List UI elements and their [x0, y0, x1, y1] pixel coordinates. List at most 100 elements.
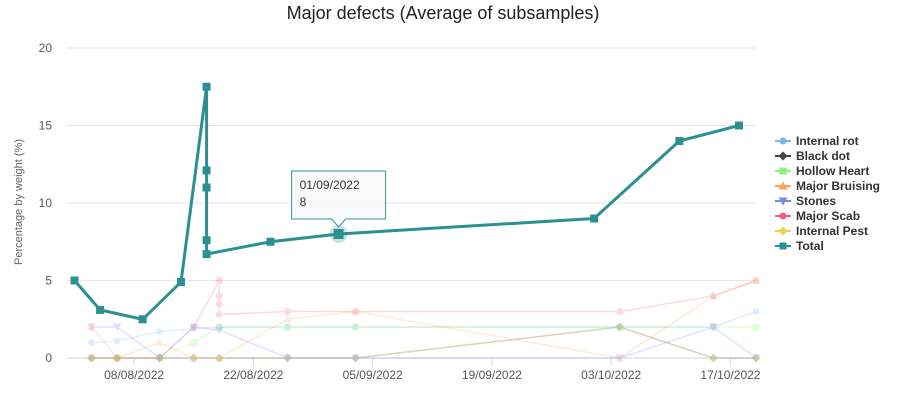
- data-point-major-scab: [215, 311, 223, 319]
- legend-item-major-scab[interactable]: Major Scab: [775, 209, 860, 223]
- data-point-stones: [155, 354, 165, 363]
- data-point-major-scab: [190, 323, 198, 331]
- series-internal-rot: [88, 308, 760, 346]
- legend-item-black-dot[interactable]: Black dot: [775, 149, 850, 163]
- data-point-internal-pest: [155, 353, 165, 363]
- legend-label: Black dot: [796, 149, 850, 163]
- hover-point: [333, 229, 344, 239]
- series-internal-pest: [87, 322, 761, 363]
- legend-item-internal-pest[interactable]: Internal Pest: [775, 224, 868, 238]
- data-point-stones: [87, 323, 97, 332]
- data-point-internal-pest: [751, 353, 761, 363]
- data-point-hollow-heart: [215, 323, 223, 331]
- legend-label: Total: [796, 239, 824, 253]
- data-point-stones: [615, 354, 625, 363]
- data-point-total: [202, 250, 211, 259]
- data-point-black-dot: [214, 353, 224, 363]
- data-point-major-scab: [113, 354, 121, 362]
- data-point-major-bruising: [155, 338, 165, 346]
- legend-symbol-internal-rot: [779, 137, 787, 145]
- data-point-internal-pest: [708, 353, 718, 363]
- data-point-black-dot: [615, 322, 625, 332]
- data-point-black-dot: [708, 353, 718, 363]
- data-point-stones: [751, 354, 761, 363]
- data-point-internal-rot: [752, 308, 760, 315]
- data-point-total: [202, 236, 211, 245]
- data-point-hollow-heart: [283, 323, 291, 331]
- data-point-major-bruising: [214, 353, 224, 362]
- legend-label: Internal rot: [796, 134, 859, 148]
- data-point-major-scab: [215, 277, 223, 284]
- data-point-hollow-heart: [113, 354, 121, 362]
- data-point-stones: [189, 323, 199, 332]
- axis-layer: 0 5 10 15 20 08/08/2022 22/08/2022 05/09/2022 19…: [39, 41, 761, 382]
- data-point-major-scab: [752, 277, 760, 284]
- data-point-internal-pest: [282, 353, 292, 363]
- legend-symbol-major-scab: [779, 212, 787, 220]
- tooltip-box: [291, 170, 387, 228]
- data-point-internal-rot: [352, 323, 360, 331]
- data-point-hollow-heart: [190, 339, 198, 346]
- legend-symbol-internal-pest: [778, 226, 788, 236]
- y-axis-label: Percentage by weight (%): [13, 139, 25, 265]
- data-point-internal-pest: [112, 353, 122, 363]
- data-point-stones: [708, 323, 718, 332]
- series-layer: [70, 82, 761, 363]
- data-point-total: [590, 214, 599, 223]
- data-point-stones: [282, 354, 292, 363]
- legend-symbol-black-dot: [778, 151, 788, 161]
- x-tick-label: 17/10/2022: [700, 368, 760, 382]
- legend-symbol-stones: [778, 197, 788, 206]
- x-tick-label: 05/09/2022: [343, 368, 403, 382]
- data-point-major-scab: [88, 354, 96, 362]
- data-point-hollow-heart: [156, 354, 164, 362]
- legend-item-internal-rot[interactable]: Internal rot: [775, 134, 859, 148]
- legend-label: Stones: [796, 194, 836, 208]
- x-tick-label: 22/08/2022: [223, 368, 283, 382]
- y-tick-label: 10: [39, 196, 53, 210]
- data-point-major-bruising: [282, 314, 292, 323]
- data-point-internal-rot: [616, 323, 624, 331]
- data-point-internal-rot: [190, 325, 198, 333]
- legend-item-hollow-heart[interactable]: Hollow Heart: [775, 164, 869, 178]
- legend-label: Hollow Heart: [796, 164, 869, 178]
- series-line-hollow-heart: [91, 326, 756, 359]
- legend-item-major-bruising[interactable]: Major Bruising: [775, 179, 880, 193]
- data-point-internal-pest: [87, 353, 97, 363]
- data-point-major-scab: [709, 292, 717, 300]
- x-tick-label: 08/08/2022: [104, 368, 164, 382]
- series-line-internal-rot: [91, 310, 757, 344]
- data-point-black-dot: [155, 353, 165, 363]
- y-tick-label: 15: [39, 119, 53, 133]
- data-point-major-bruising: [751, 276, 761, 284]
- data-point-internal-pest: [214, 353, 224, 363]
- legend-item-stones[interactable]: Stones: [775, 194, 836, 208]
- data-point-major-bruising: [351, 307, 361, 315]
- data-point-internal-pest: [615, 322, 625, 332]
- data-point-total: [202, 82, 211, 91]
- data-point-major-scab: [215, 300, 223, 308]
- series-line-black-dot: [91, 326, 756, 359]
- data-point-black-dot: [87, 353, 97, 363]
- series-line-total: [73, 85, 740, 321]
- data-point-total: [734, 121, 743, 130]
- series-line-internal-pest: [91, 326, 756, 359]
- data-point-total: [70, 276, 79, 285]
- series-hollow-heart: [88, 323, 760, 362]
- data-point-black-dot: [112, 353, 122, 363]
- data-point-internal-rot: [215, 323, 223, 331]
- data-point-major-bruising: [708, 291, 718, 300]
- data-point-major-scab: [352, 308, 360, 315]
- data-point-major-scab: [616, 308, 624, 315]
- series-major-bruising: [87, 276, 761, 362]
- data-point-major-bruising: [189, 353, 199, 362]
- data-point-internal-rot: [88, 339, 96, 346]
- data-point-total: [675, 137, 684, 145]
- y-tick-label: 20: [39, 41, 53, 55]
- y-tick-label: 0: [45, 351, 52, 365]
- data-point-total: [138, 315, 147, 324]
- legend-item-total[interactable]: Total: [775, 239, 824, 253]
- data-point-total: [202, 183, 211, 192]
